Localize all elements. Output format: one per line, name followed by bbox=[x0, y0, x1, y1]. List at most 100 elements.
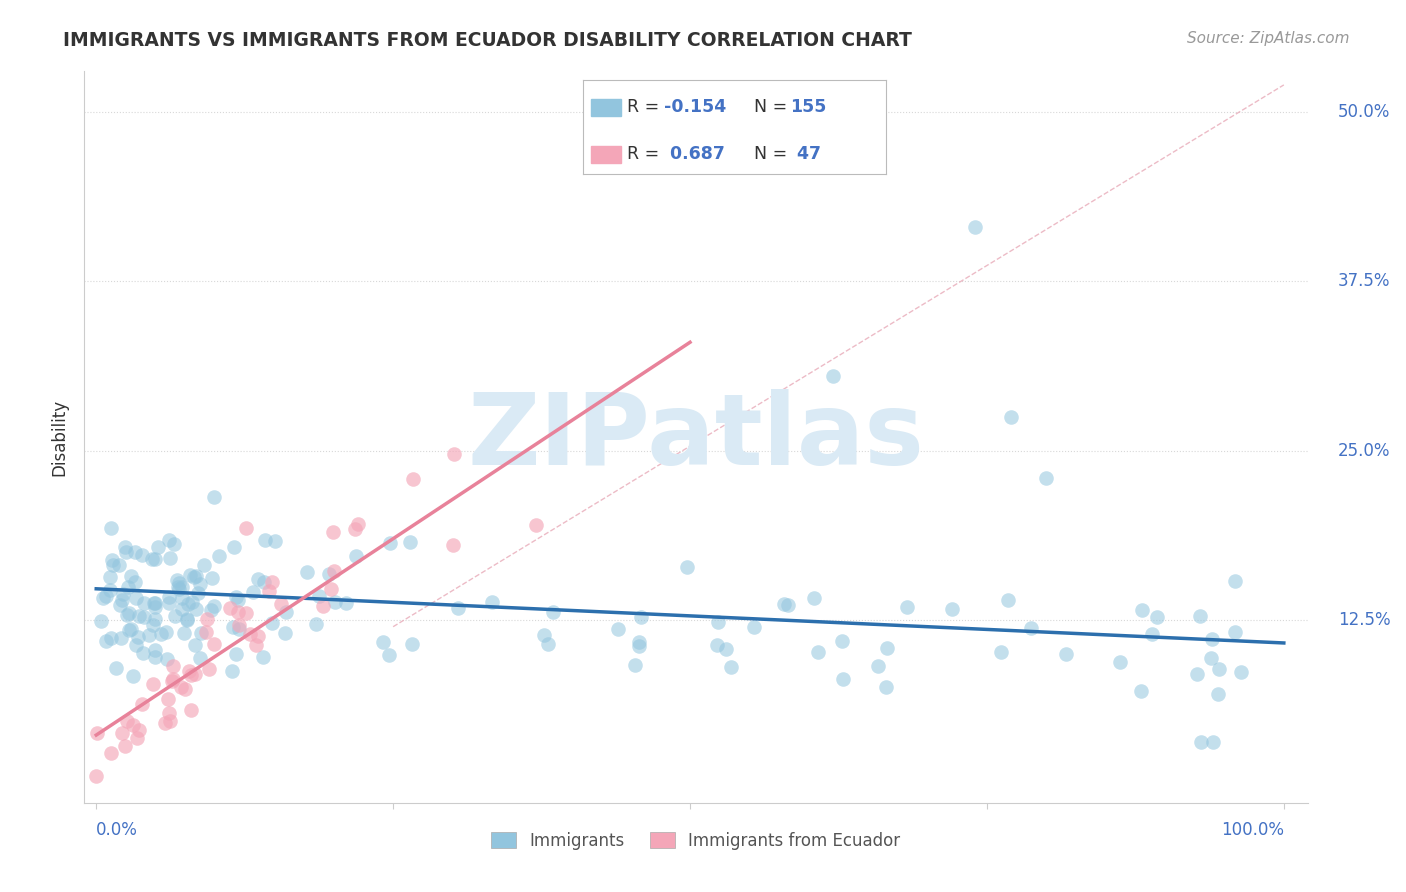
Point bbox=[128, 723, 150, 737]
Point bbox=[180, 595, 202, 609]
Point bbox=[1189, 735, 1212, 749]
Point bbox=[941, 602, 963, 616]
Text: 37.5%: 37.5% bbox=[1339, 272, 1391, 290]
Point bbox=[188, 651, 211, 665]
Point bbox=[184, 602, 207, 616]
Point bbox=[319, 582, 342, 596]
Point bbox=[1230, 665, 1253, 679]
Point bbox=[184, 638, 207, 652]
Point bbox=[624, 657, 647, 672]
Point bbox=[125, 731, 148, 746]
Point bbox=[225, 590, 247, 604]
Text: N =: N = bbox=[754, 145, 793, 163]
Point bbox=[195, 612, 218, 626]
Point bbox=[120, 622, 142, 636]
Point bbox=[228, 622, 250, 636]
Point bbox=[184, 569, 207, 583]
Point bbox=[253, 574, 276, 589]
Point bbox=[1188, 608, 1211, 623]
Point bbox=[239, 626, 262, 640]
Point bbox=[371, 635, 394, 649]
Point bbox=[533, 628, 555, 642]
Point bbox=[260, 615, 283, 630]
Text: 47: 47 bbox=[790, 145, 821, 163]
Text: 155: 155 bbox=[790, 98, 827, 117]
Point bbox=[124, 545, 146, 559]
Point bbox=[176, 613, 198, 627]
Text: 50.0%: 50.0% bbox=[1339, 103, 1391, 121]
Point bbox=[114, 540, 136, 554]
Point bbox=[101, 558, 124, 573]
Point bbox=[876, 641, 898, 656]
Point bbox=[157, 591, 180, 605]
Point bbox=[110, 599, 132, 613]
Point bbox=[308, 589, 330, 603]
Point bbox=[1054, 647, 1077, 661]
Point bbox=[1208, 662, 1230, 676]
Point bbox=[193, 558, 215, 572]
Point bbox=[481, 595, 503, 609]
Point bbox=[1201, 650, 1223, 665]
Point bbox=[170, 680, 193, 694]
Point bbox=[122, 718, 145, 732]
Point bbox=[141, 552, 163, 566]
Point bbox=[166, 574, 188, 588]
Point bbox=[714, 642, 737, 657]
Point bbox=[195, 624, 218, 639]
Point bbox=[138, 628, 160, 642]
Point bbox=[100, 746, 122, 760]
Point bbox=[225, 647, 247, 661]
Point bbox=[772, 597, 794, 611]
Legend: Immigrants, Immigrants from Ecuador: Immigrants, Immigrants from Ecuador bbox=[485, 825, 907, 856]
Point bbox=[896, 600, 918, 615]
Point bbox=[190, 625, 212, 640]
Point bbox=[1019, 622, 1042, 636]
Point bbox=[110, 632, 132, 646]
Point bbox=[162, 659, 184, 673]
Point bbox=[155, 625, 177, 640]
Point bbox=[208, 549, 231, 563]
Point bbox=[114, 544, 136, 558]
Text: ZIPatlas: ZIPatlas bbox=[468, 389, 924, 485]
Point bbox=[156, 652, 179, 666]
Point bbox=[167, 581, 190, 595]
Point bbox=[204, 599, 226, 613]
Point bbox=[1225, 624, 1247, 639]
Point bbox=[706, 639, 728, 653]
Point bbox=[541, 605, 564, 619]
Bar bbox=[591, 99, 621, 116]
Point bbox=[270, 597, 292, 611]
Text: R =: R = bbox=[627, 145, 665, 163]
Point bbox=[150, 627, 173, 641]
Point bbox=[1201, 735, 1223, 749]
Point bbox=[142, 677, 165, 691]
Point bbox=[202, 490, 225, 504]
Point bbox=[121, 669, 143, 683]
Point bbox=[131, 697, 153, 711]
Point bbox=[322, 564, 344, 578]
Point bbox=[157, 706, 180, 720]
Point bbox=[228, 618, 250, 632]
Point bbox=[831, 633, 853, 648]
Point bbox=[184, 667, 207, 681]
Point bbox=[803, 591, 825, 605]
Point bbox=[222, 540, 245, 554]
Point bbox=[399, 534, 422, 549]
Point bbox=[162, 674, 184, 689]
Point bbox=[111, 726, 134, 740]
Point bbox=[86, 726, 108, 740]
Point bbox=[170, 602, 193, 616]
Point bbox=[200, 603, 222, 617]
Point bbox=[222, 620, 245, 634]
Point bbox=[179, 665, 201, 679]
Point bbox=[179, 567, 201, 582]
Point bbox=[98, 569, 121, 583]
Point bbox=[274, 626, 297, 640]
Point bbox=[262, 575, 284, 590]
Point bbox=[142, 596, 165, 610]
Point bbox=[111, 593, 134, 607]
Point bbox=[127, 630, 149, 644]
Point bbox=[104, 660, 127, 674]
Point bbox=[162, 672, 184, 686]
Point bbox=[157, 596, 180, 610]
